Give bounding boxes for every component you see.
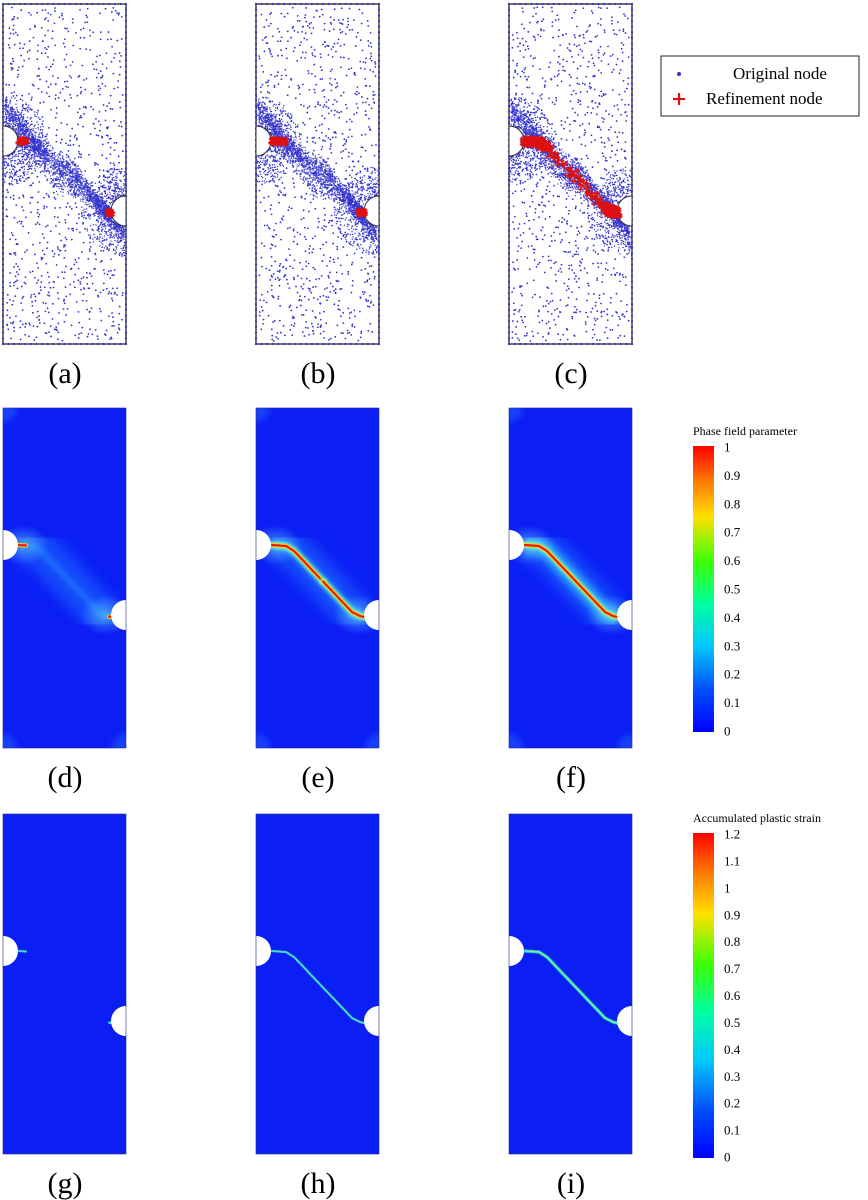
strain-band-g <box>17 949 28 953</box>
crack-path-d <box>17 543 28 547</box>
caption-h: (h) <box>301 1167 336 1200</box>
caption-b: (b) <box>301 357 336 390</box>
panel-captions: (a) (b) (c) (d) (e) (f) (g) (h) (i) <box>48 357 588 1200</box>
plastic-colorbar-tick: 0.9 <box>724 907 740 922</box>
plastic-panel-i <box>494 813 647 1155</box>
phase-colorbar-title: Phase field parameter <box>693 424 797 438</box>
phase-colorbar-tick: 0.5 <box>724 582 740 597</box>
caption-a: (a) <box>48 357 81 390</box>
plastic-colorbar: Accumulated plastic strain 1.2 1.1 1 0.9 0.8… <box>693 811 821 1165</box>
crack-path-d <box>107 615 113 619</box>
plastic-colorbar-tick: 0.2 <box>724 1096 740 1111</box>
phase-colorbar-tick: 0.4 <box>724 610 741 625</box>
plastic-colorbar-ramp <box>693 833 714 1158</box>
caption-d: (d) <box>48 761 83 794</box>
plastic-colorbar-tick: 1.2 <box>724 827 740 842</box>
node-distribution-row <box>1 2 634 346</box>
phase-colorbar-tick: 1 <box>724 440 731 455</box>
phase-colorbar-tick: 0.8 <box>724 496 740 511</box>
phase-colorbar-tick: 0.6 <box>724 553 741 568</box>
plastic-colorbar-tick: 0.3 <box>724 1069 740 1084</box>
plastic-colorbar-title: Accumulated plastic strain <box>693 811 821 825</box>
caption-g: (g) <box>48 1167 83 1200</box>
phase-colorbar-ramp <box>693 446 714 732</box>
plastic-colorbar-tick: 0 <box>724 1150 731 1165</box>
plastic-colorbar-tick: 0.7 <box>724 961 741 976</box>
phase-colorbar-tick: 0.2 <box>724 667 740 682</box>
plastic-colorbar-tick: 0.6 <box>724 988 741 1003</box>
phase-panel-d <box>0 407 141 749</box>
node-panel-b <box>254 2 381 346</box>
node-panel-a <box>1 2 128 346</box>
strain-band-h <box>321 986 366 1025</box>
phase-colorbar-tick: 0.7 <box>724 525 741 540</box>
caption-e: (e) <box>301 761 334 794</box>
original-node-marker <box>677 72 681 76</box>
refinement-nodes-a <box>15 136 116 218</box>
phase-colorbar-tick: 0.1 <box>724 695 740 710</box>
strain-band-h <box>270 949 325 989</box>
caption-c: (c) <box>554 357 587 390</box>
phase-field-row <box>0 407 647 749</box>
crack-path-e <box>270 543 325 583</box>
crack-path-e <box>321 580 366 619</box>
plastic-colorbar-tick: 0.4 <box>724 1042 741 1057</box>
caption-i: (i) <box>557 1167 585 1200</box>
node-panel-c <box>507 2 634 346</box>
plastic-colorbar-tick: 0.1 <box>724 1123 740 1138</box>
plastic-colorbar-tick: 1 <box>724 880 731 895</box>
legend-original-label: Original node <box>733 64 827 83</box>
node-legend: Original node Refinement node <box>660 55 860 117</box>
phase-colorbar: Phase field parameter 1 0.9 0.8 0.7 0.6 0.5 0.… <box>693 424 797 739</box>
refinement-nodes-c <box>519 134 623 220</box>
plastic-panel-g <box>0 813 141 1155</box>
phase-colorbar-tick: 0 <box>724 724 731 739</box>
phase-panel-e <box>241 407 394 749</box>
phase-panel-f <box>494 407 647 749</box>
strain-band-g <box>107 1021 113 1025</box>
plastic-colorbar-tick: 1.1 <box>724 853 740 868</box>
plastic-colorbar-tick: 0.5 <box>724 1015 740 1030</box>
legend-refinement-label: Refinement node <box>706 89 823 108</box>
plastic-colorbar-tick: 0.8 <box>724 934 740 949</box>
plastic-strain-row <box>0 813 647 1155</box>
plastic-panel-h <box>241 813 394 1155</box>
phase-colorbar-tick: 0.9 <box>724 468 740 483</box>
crack-path-f <box>523 543 619 619</box>
refinement-nodes-b <box>268 136 368 218</box>
phase-colorbar-tick: 0.3 <box>724 638 740 653</box>
refinement-node-marker <box>673 93 685 105</box>
caption-f: (f) <box>556 761 586 794</box>
